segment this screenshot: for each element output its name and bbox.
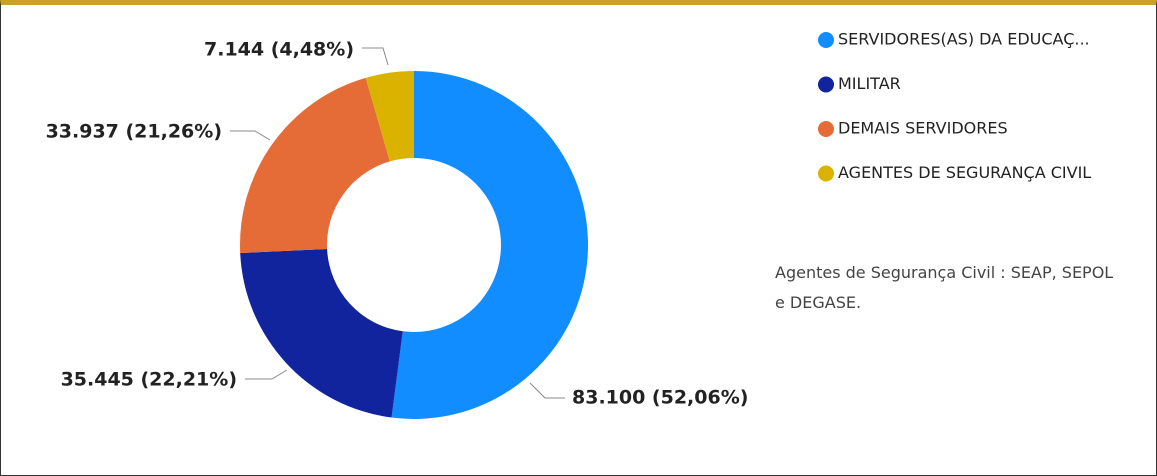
- data-label: 33.937 (21,26%): [46, 121, 222, 143]
- donut-slice: [240, 77, 390, 254]
- data-label: 7.144 (4,48%): [204, 39, 354, 61]
- leader-line: [362, 47, 389, 66]
- leader-line: [230, 130, 271, 141]
- legend-label: DEMAIS SERVIDORES: [838, 119, 1008, 138]
- legend-marker: [818, 76, 834, 93]
- legend-label: SERVIDORES(AS) DA EDUCAÇ...: [838, 30, 1090, 49]
- legend-label: MILITAR: [838, 74, 901, 93]
- legend-marker: [818, 165, 834, 182]
- donut-slice: [240, 249, 403, 418]
- legend-marker: [818, 32, 834, 48]
- donut-slice: [365, 71, 414, 162]
- legend-marker: [818, 121, 834, 137]
- donut-slice: [391, 71, 588, 419]
- legend-label: AGENTES DE SEGURANÇA CIVIL: [838, 163, 1091, 182]
- data-label: 83.100 (52,06%): [572, 387, 748, 409]
- annotation: Agentes de Segurança Civil : SEAP, SEPOL…: [775, 263, 1114, 312]
- leader-line: [529, 382, 565, 399]
- data-label: 35.445 (22,21%): [61, 369, 237, 391]
- leader-line: [245, 369, 288, 380]
